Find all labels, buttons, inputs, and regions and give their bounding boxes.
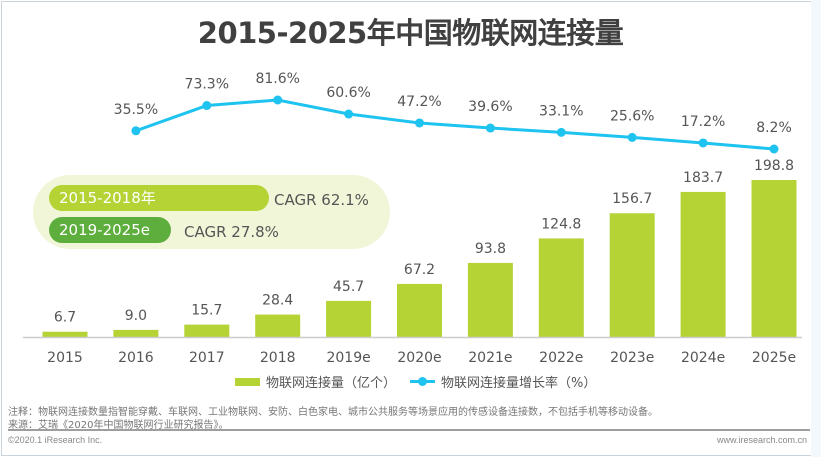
bar-2020e <box>397 283 442 337</box>
bar-value-label: 6.7 <box>54 310 76 326</box>
growth-value-label: 60.6% <box>326 85 370 101</box>
bar-2024e <box>680 191 726 337</box>
growth-value-label: 81.6% <box>255 71 299 87</box>
growth-value-label: 17.2% <box>681 114 725 130</box>
x-tick-label: 2017 <box>189 350 225 366</box>
growth-value-label: 35.5% <box>114 102 158 118</box>
bar-value-label: 28.4 <box>262 293 293 309</box>
cagr-value-2015-2018: CAGR 62.1% <box>274 191 369 209</box>
growth-point-2017 <box>202 101 212 111</box>
right-edge-strip <box>811 0 821 457</box>
growth-value-label: 39.6% <box>468 99 512 115</box>
bar-value-label: 45.7 <box>333 279 364 295</box>
growth-rate-line <box>135 98 775 151</box>
bar-value-label: 15.7 <box>191 303 222 319</box>
growth-value-label: 73.3% <box>185 77 229 93</box>
x-tick-label: 2021e <box>468 350 512 366</box>
legend-bar-label: 物联网连接量（亿个） <box>266 376 397 391</box>
bar-value-label: 156.7 <box>612 191 652 207</box>
x-tick-label: 2024e <box>681 350 725 366</box>
bar-value-label: 198.8 <box>754 158 794 174</box>
legend-line-label: 物联网连接量增长率（%） <box>441 376 597 391</box>
period-pill-2015-2018: 2015-2018年 <box>49 185 269 211</box>
growth-value-label: 33.1% <box>539 103 583 119</box>
growth-point-2022e <box>556 127 566 137</box>
growth-point-2024e <box>698 138 708 148</box>
website-link[interactable]: www.iresearch.com.cn <box>716 435 807 445</box>
bar-2025e <box>751 180 797 337</box>
chart-legend: 物联网连接量（亿个） 物联网连接量增长率（%） <box>235 372 596 391</box>
bar-value-label: 183.7 <box>683 170 723 186</box>
bar-value-label: 9.0 <box>125 308 147 324</box>
growth-point-2023e <box>627 132 637 142</box>
growth-value-label: 47.2% <box>397 94 441 110</box>
bar-2019e <box>326 300 372 337</box>
x-tick-label: 2015 <box>47 350 83 366</box>
bar-value-label: 67.2 <box>404 262 435 278</box>
copyright: ©2020.1 iResearch Inc. <box>8 435 103 445</box>
footer-divider <box>8 429 810 431</box>
bar-2018 <box>255 314 301 337</box>
x-tick-label: 2022e <box>539 350 583 366</box>
bar-2017 <box>184 324 230 337</box>
growth-value-label: 8.2% <box>756 120 792 136</box>
bar-value-label: 124.8 <box>541 216 581 232</box>
footnote: 注释：物联网连接数量指智能穿戴、车联网、工业物联网、安防、白色家电、城市公共服务… <box>8 407 658 418</box>
bar-2021e <box>467 262 513 337</box>
period-pill-2019-2025: 2019-2025e <box>49 217 171 243</box>
chart-plot: 6.7 9.0 15.7 28.4 45.7 67.2 93.8 124.8 156.7 183.… <box>23 71 802 366</box>
legend-line-swatch <box>410 377 436 386</box>
x-tick-label: 2019e <box>326 350 370 366</box>
chart-title: 2015-2025年中国物联网连接量 <box>197 16 624 50</box>
x-tick-label: 2020e <box>397 350 441 366</box>
x-tick-label: 2023e <box>610 350 654 366</box>
bar-2015 <box>42 331 88 337</box>
growth-point-2016 <box>131 126 141 136</box>
x-tick-label: 2018 <box>260 350 296 366</box>
growth-point-2018 <box>273 95 283 105</box>
bar-value-label: 93.8 <box>475 241 506 257</box>
legend-bar-swatch <box>235 377 260 386</box>
growth-point-2021e <box>485 123 495 133</box>
growth-point-2025e <box>769 144 779 154</box>
growth-point-2019e <box>344 109 354 119</box>
bar-2022e <box>538 238 584 337</box>
x-tick-label: 2016 <box>118 350 154 366</box>
bar-2023e <box>609 213 655 337</box>
cagr-value-2019-2025: CAGR 27.8% <box>184 223 279 241</box>
growth-point-2020e <box>415 118 424 128</box>
bar-2016 <box>113 329 159 337</box>
source-note: 来源：艾瑞《2020年中国物联网行业研究报告》。 <box>8 420 229 431</box>
growth-value-label: 25.6% <box>610 108 654 124</box>
x-tick-label: 2025e <box>752 350 796 366</box>
